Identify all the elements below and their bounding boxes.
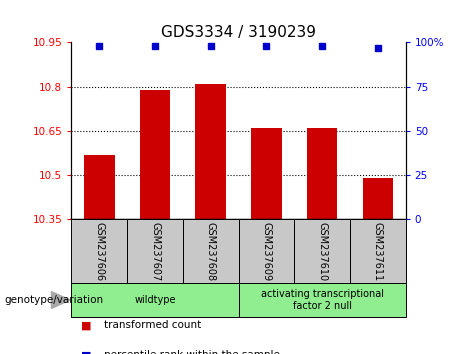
Text: GSM237607: GSM237607: [150, 222, 160, 281]
Text: genotype/variation: genotype/variation: [5, 295, 104, 305]
Bar: [294, 219, 350, 283]
Bar: [195, 84, 226, 219]
Bar: [71, 283, 239, 317]
Text: percentile rank within the sample: percentile rank within the sample: [104, 350, 280, 354]
Bar: [307, 128, 337, 219]
Polygon shape: [52, 292, 70, 308]
Bar: [251, 128, 282, 219]
Text: ■: ■: [81, 350, 91, 354]
Bar: [183, 219, 238, 283]
Bar: [140, 90, 170, 219]
Bar: [238, 219, 294, 283]
Text: GSM237610: GSM237610: [317, 222, 327, 281]
Text: activating transcriptional
factor 2 null: activating transcriptional factor 2 null: [260, 289, 384, 311]
Bar: [127, 219, 183, 283]
Text: GSM237611: GSM237611: [373, 222, 383, 281]
Bar: [238, 283, 406, 317]
Text: wildtype: wildtype: [134, 295, 176, 305]
Text: transformed count: transformed count: [104, 320, 201, 330]
Bar: [71, 219, 127, 283]
Text: GSM237609: GSM237609: [261, 222, 272, 281]
Bar: [350, 219, 406, 283]
Bar: [362, 178, 393, 219]
Title: GDS3334 / 3190239: GDS3334 / 3190239: [161, 25, 316, 40]
Text: GSM237608: GSM237608: [206, 222, 216, 281]
Bar: [84, 155, 115, 219]
Text: ■: ■: [81, 320, 91, 330]
Text: GSM237606: GSM237606: [95, 222, 104, 281]
